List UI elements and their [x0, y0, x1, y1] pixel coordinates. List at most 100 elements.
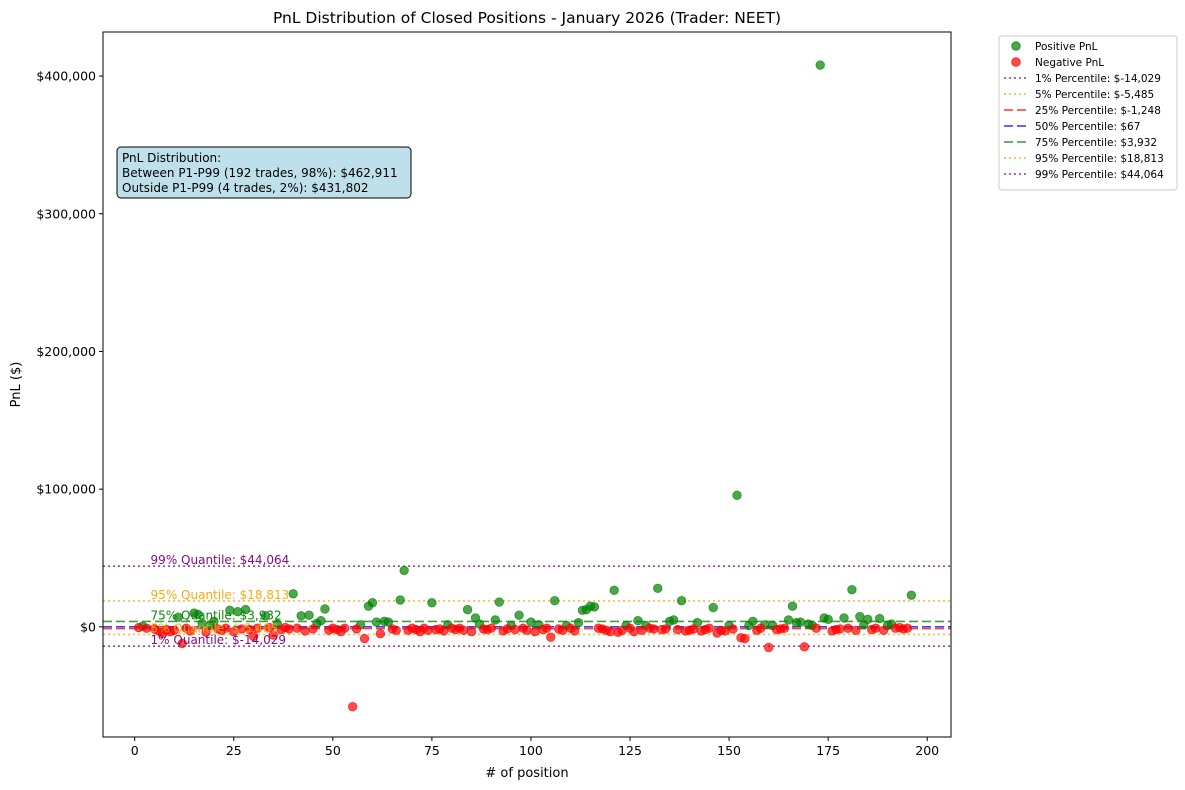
- data-point-1-88: [704, 623, 714, 633]
- legend-label-percentile-0: 1% Percentile: $-14,029: [1035, 73, 1161, 85]
- data-point-1-82: [672, 624, 683, 635]
- data-point-1-27: [308, 624, 318, 634]
- x-tick-label-2: 50: [325, 743, 341, 758]
- data-point-0-25: [399, 565, 409, 576]
- data-point-0-60: [783, 615, 794, 625]
- data-point-1-8: [177, 638, 187, 649]
- data-point-1-7: [169, 625, 180, 635]
- data-point-0-31: [490, 615, 500, 625]
- data-point-1-52: [466, 626, 477, 637]
- data-point-1-21: [268, 630, 279, 640]
- data-point-1-79: [649, 624, 659, 634]
- data-point-1-72: [605, 626, 615, 637]
- y-tick-label-2: $200,000: [36, 344, 96, 359]
- x-axis-title: # of position: [485, 766, 568, 781]
- data-point-1-110: [878, 625, 889, 635]
- x-tick-label-0: 0: [131, 743, 139, 758]
- data-point-0-35: [526, 617, 536, 627]
- quantile-annotations: 99% Quantile: $44,064 95% Quantile: $18,8…: [151, 553, 290, 647]
- quantile-annotation-3: 5% Quantile: $-5,485: [151, 621, 279, 635]
- data-point-0-66: [815, 60, 825, 70]
- legend-marker-series-1: [1011, 57, 1021, 67]
- data-point-0-63: [795, 617, 806, 627]
- data-point-1-102: [811, 623, 821, 633]
- data-point-0-55: [732, 490, 742, 501]
- data-point-1-61: [530, 626, 540, 637]
- data-point-0-17: [320, 604, 330, 614]
- data-point-0-43: [589, 602, 600, 612]
- data-point-0-53: [708, 602, 718, 613]
- legend-label-series-1: Negative PnL: [1035, 57, 1104, 69]
- data-point-1-38: [391, 625, 401, 635]
- data-point-1-63: [542, 623, 552, 633]
- data-point-0-70: [847, 584, 857, 595]
- plot-frame: [102, 31, 952, 738]
- data-point-0-37: [550, 595, 560, 606]
- data-point-1-94: [740, 633, 750, 644]
- info-box-line-2: Outside P1-P99 (4 trades, 2%): $431,802: [122, 181, 369, 195]
- data-point-1-85: [688, 624, 699, 634]
- data-point-0-14: [304, 610, 314, 620]
- quantile-annotation-2: 75% Quantile: $3,932: [151, 608, 282, 622]
- legend-label-percentile-5: 95% Percentile: $18,813: [1035, 153, 1164, 165]
- y-tick-label-4: $400,000: [36, 69, 96, 84]
- data-point-1-34: [351, 624, 362, 634]
- legend-label-percentile-3: 50% Percentile: $67: [1035, 121, 1140, 133]
- data-point-0-9: [240, 604, 251, 615]
- info-box-line-1: Between P1-P99 (192 trades, 98%): $462,9…: [122, 166, 398, 180]
- data-point-1-35: [359, 633, 370, 644]
- data-point-0-6: [209, 616, 219, 627]
- legend-marker-series-0: [1011, 41, 1021, 51]
- x-tick-label-6: 150: [717, 743, 741, 758]
- data-point-1-26: [300, 626, 310, 636]
- data-point-1-64: [546, 632, 556, 642]
- data-point-1-60: [522, 625, 532, 635]
- chart-title: PnL Distribution of Closed Positions - J…: [273, 9, 781, 27]
- data-point-1-97: [764, 642, 774, 653]
- data-point-0-71: [855, 611, 865, 622]
- data-point-0-46: [633, 615, 643, 626]
- data-point-1-47: [439, 626, 449, 636]
- data-point-1-76: [629, 626, 639, 637]
- data-point-1-25: [292, 623, 302, 633]
- data-point-1-101: [799, 642, 810, 652]
- data-point-0-3: [193, 609, 203, 620]
- legend-label-percentile-4: 75% Percentile: $3,932: [1035, 137, 1157, 149]
- data-point-1-36: [375, 629, 386, 639]
- axes: 0 25 50 75 100 125 150 175 200 $0 $100,000 $200,000…: [36, 69, 939, 758]
- data-point-0-26: [427, 598, 437, 608]
- data-point-0-74: [874, 613, 885, 624]
- x-tick-label-4: 100: [519, 743, 543, 758]
- data-point-0-1: [173, 612, 183, 622]
- data-point-1-91: [720, 626, 730, 636]
- data-point-1-96: [756, 623, 766, 633]
- data-point-0-61: [787, 601, 798, 611]
- data-point-1-55: [486, 623, 497, 633]
- data-point-1-68: [569, 626, 580, 636]
- data-point-0-39: [573, 618, 584, 628]
- y-tick-label-3: $300,000: [36, 206, 96, 221]
- quantile-annotation-0: 99% Quantile: $44,064: [151, 553, 290, 567]
- x-tick-label-5: 125: [618, 743, 642, 758]
- x-tick-label-7: 175: [816, 743, 840, 758]
- data-point-0-68: [823, 614, 833, 624]
- data-point-1-114: [902, 623, 913, 633]
- plot-area: 99% Quantile: $44,064 95% Quantile: $18,8…: [103, 60, 951, 712]
- legend-label-percentile-2: 25% Percentile: $-1,248: [1035, 105, 1161, 117]
- data-point-1-19: [252, 623, 263, 633]
- quantile-annotation-4: 1% Quantile: $-14,029: [151, 633, 286, 647]
- data-point-1-57: [502, 624, 512, 634]
- data-point-1-105: [835, 624, 845, 634]
- info-box-line-0: PnL Distribution:: [122, 151, 221, 165]
- data-point-1-58: [510, 624, 520, 635]
- data-point-1-24: [284, 624, 294, 634]
- data-point-1-32: [340, 623, 350, 633]
- data-point-0-28: [462, 604, 473, 615]
- data-point-1-18: [248, 631, 259, 642]
- legend-label-percentile-6: 99% Percentile: $44,064: [1035, 169, 1164, 181]
- data-point-1-81: [660, 624, 671, 634]
- data-point-0-73: [863, 614, 873, 624]
- info-box-background: [116, 146, 412, 199]
- data-point-0-20: [367, 598, 378, 608]
- y-tick-label-1: $100,000: [36, 482, 96, 497]
